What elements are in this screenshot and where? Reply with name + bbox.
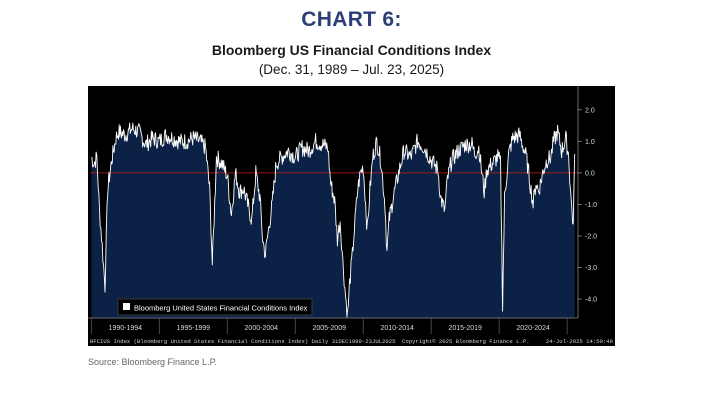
x-tick-label: 2015-2019 bbox=[448, 325, 482, 332]
terminal-footer: BFCIUS Index (Bloomberg United States Fi… bbox=[90, 338, 613, 345]
axes: 2.0 1.0 0.0 -1.0 -2.0 -3.0 -4.0 1990-1994 1995-1… bbox=[88, 86, 597, 334]
footer-center-text: Copyright© 2025 Bloomberg Finance L.P. bbox=[402, 338, 530, 345]
series-area bbox=[91, 123, 575, 318]
chart-title: Bloomberg US Financial Conditions Index bbox=[211, 42, 492, 58]
plot-area bbox=[90, 122, 578, 318]
y-tick-label: 0.0 bbox=[585, 170, 595, 177]
y-tick-label: -2.0 bbox=[585, 233, 597, 240]
legend-swatch bbox=[123, 303, 130, 310]
y-tick-label: -1.0 bbox=[585, 202, 597, 209]
legend-frame bbox=[117, 298, 313, 316]
x-tick-label: 2020-2024 bbox=[516, 325, 550, 332]
footer-right-text: 24-Jul-2025 14:50:48 bbox=[546, 338, 613, 345]
x-tick-label: 2005-2009 bbox=[313, 325, 347, 332]
chart-panel: Bloomberg United States Financial Condit… bbox=[88, 86, 615, 346]
y-tick-label: -3.0 bbox=[585, 265, 597, 272]
x-tick-label: 1995-1999 bbox=[177, 325, 211, 332]
y-tick-label: 1.0 bbox=[585, 139, 595, 146]
y-tick-label: 2.0 bbox=[585, 107, 595, 114]
chart-label: CHART 6: bbox=[301, 8, 402, 31]
legend-label: Bloomberg United States Financial Condit… bbox=[134, 304, 308, 313]
x-tick-label: 2010-2014 bbox=[380, 325, 414, 332]
chart-canvas: Bloomberg United States Financial Condit… bbox=[88, 86, 613, 345]
series-line bbox=[91, 122, 576, 318]
x-tick-label: 2000-2004 bbox=[245, 325, 279, 332]
legend: Bloomberg United States Financial Condit… bbox=[117, 298, 313, 316]
y-tick-label: -4.0 bbox=[585, 297, 597, 304]
x-tick-label: 1990-1994 bbox=[109, 325, 143, 332]
footer-left-text: BFCIUS Index (Bloomberg United States Fi… bbox=[90, 338, 395, 345]
chart-subtitle: (Dec. 31, 1989 – Jul. 23, 2025) bbox=[258, 62, 445, 77]
source-note: Source: Bloomberg Finance L.P. bbox=[88, 357, 217, 367]
